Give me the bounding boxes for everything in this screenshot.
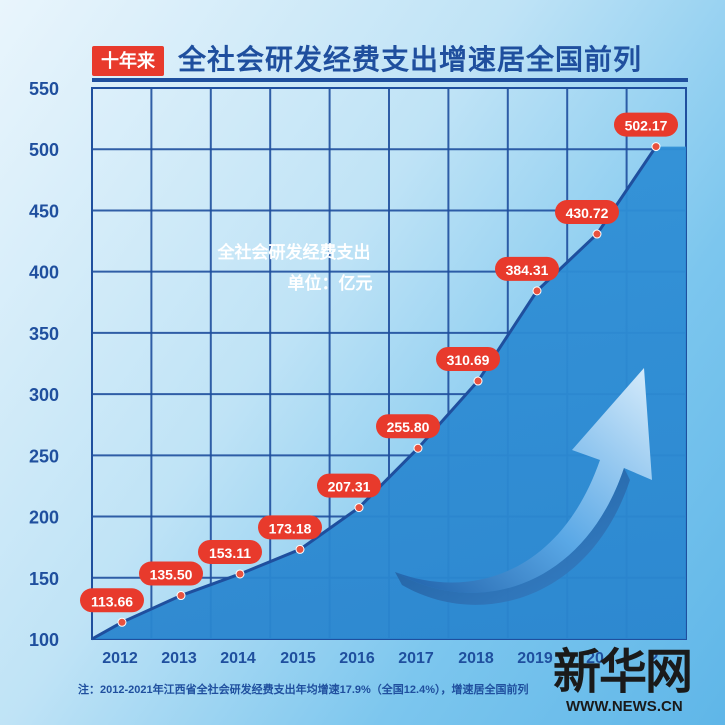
data-point xyxy=(235,569,245,579)
data-label-text: 153.11 xyxy=(209,545,251,561)
data-label-pill xyxy=(258,515,322,540)
data-label: 153.11 xyxy=(198,539,262,564)
data-label: 502.17 xyxy=(614,112,678,137)
data-label-text: 430.72 xyxy=(566,205,609,221)
data-label-text: 173.18 xyxy=(269,520,312,536)
data-label-pill xyxy=(198,539,262,564)
data-point xyxy=(176,591,186,601)
data-label-text: 135.50 xyxy=(150,567,193,583)
data-label: 207.31 xyxy=(317,473,381,498)
series-name-label: 全社会研发经费支出 xyxy=(217,242,371,262)
growth-arrow-icon xyxy=(395,368,652,605)
data-label: 384.31 xyxy=(495,256,559,281)
y-tick-label: 350 xyxy=(29,324,59,344)
y-tick-label: 550 xyxy=(29,79,59,99)
data-label-pill xyxy=(495,256,559,281)
unit-label: 单位：亿元 xyxy=(288,273,373,293)
y-tick-label: 450 xyxy=(29,201,59,221)
y-tick-label: 250 xyxy=(29,446,59,466)
data-labels: 113.66 135.50 153.11 173.18 207.31 255.80 310.… xyxy=(80,112,678,613)
x-tick-label: 2018 xyxy=(458,650,494,667)
data-point xyxy=(592,229,602,239)
x-tick-label: 2017 xyxy=(398,650,434,667)
chart-title: 全社会研发经费支出增速居全国前列 xyxy=(178,44,643,75)
title-underline xyxy=(92,78,688,82)
site-url: WWW.NEWS.CN xyxy=(566,698,683,715)
data-point xyxy=(473,376,483,386)
data-point xyxy=(295,544,305,554)
data-label-pill xyxy=(139,561,203,586)
xinhua-logo: 新华网 xyxy=(553,644,693,700)
y-tick-label: 500 xyxy=(29,140,59,160)
x-tick-label: 20 xyxy=(586,650,604,667)
x-tick-label: 2 xyxy=(650,650,659,667)
y-tick-label: 150 xyxy=(29,569,59,589)
data-label: 173.18 xyxy=(258,515,322,540)
data-point xyxy=(354,503,364,513)
data-label-text: 502.17 xyxy=(625,118,668,134)
y-axis-ticks: 100 150 200 250 300 350 400 450 500 550 xyxy=(29,79,59,650)
data-label: 310.69 xyxy=(436,347,500,372)
x-axis-ticks: 2012 2013 2014 2015 2016 2017 2018 2019 20 2 xyxy=(102,650,658,667)
data-point xyxy=(117,617,127,627)
data-points xyxy=(117,142,661,627)
y-tick-label: 400 xyxy=(29,263,59,283)
x-tick-label: 2019 xyxy=(517,650,553,667)
x-tick-label: 2013 xyxy=(161,650,197,667)
data-point xyxy=(532,286,542,296)
data-label-pill xyxy=(555,200,619,225)
x-tick-label: 2012 xyxy=(102,650,138,667)
x-tick-label: 2014 xyxy=(220,650,256,667)
data-label-pill xyxy=(317,473,381,498)
data-label: 113.66 xyxy=(80,588,144,613)
y-tick-label: 200 xyxy=(29,508,59,528)
data-point xyxy=(413,443,423,453)
data-label: 255.80 xyxy=(376,414,440,439)
x-tick-label: 2015 xyxy=(280,650,316,667)
data-label-text: 384.31 xyxy=(506,262,549,278)
data-label: 430.72 xyxy=(555,200,619,225)
y-tick-label: 300 xyxy=(29,385,59,405)
data-label-pill xyxy=(80,588,144,613)
footnote: 注：2012-2021年江西省全社会研发经费支出年均增速17.9%（全国12.4… xyxy=(78,684,529,696)
data-label-text: 113.66 xyxy=(91,593,133,609)
data-label-text: 255.80 xyxy=(387,419,430,435)
data-label-pill xyxy=(436,347,500,372)
header-tag: 十年来 xyxy=(92,46,164,76)
data-label: 135.50 xyxy=(139,561,203,586)
area-fill xyxy=(92,146,686,639)
data-label-text: 310.69 xyxy=(447,352,490,368)
data-point xyxy=(651,142,661,152)
y-tick-label: 100 xyxy=(29,630,59,650)
data-label-text: 207.31 xyxy=(328,479,371,495)
data-label-pill xyxy=(376,414,440,439)
x-tick-label: 2016 xyxy=(339,650,375,667)
data-label-pill xyxy=(614,112,678,137)
